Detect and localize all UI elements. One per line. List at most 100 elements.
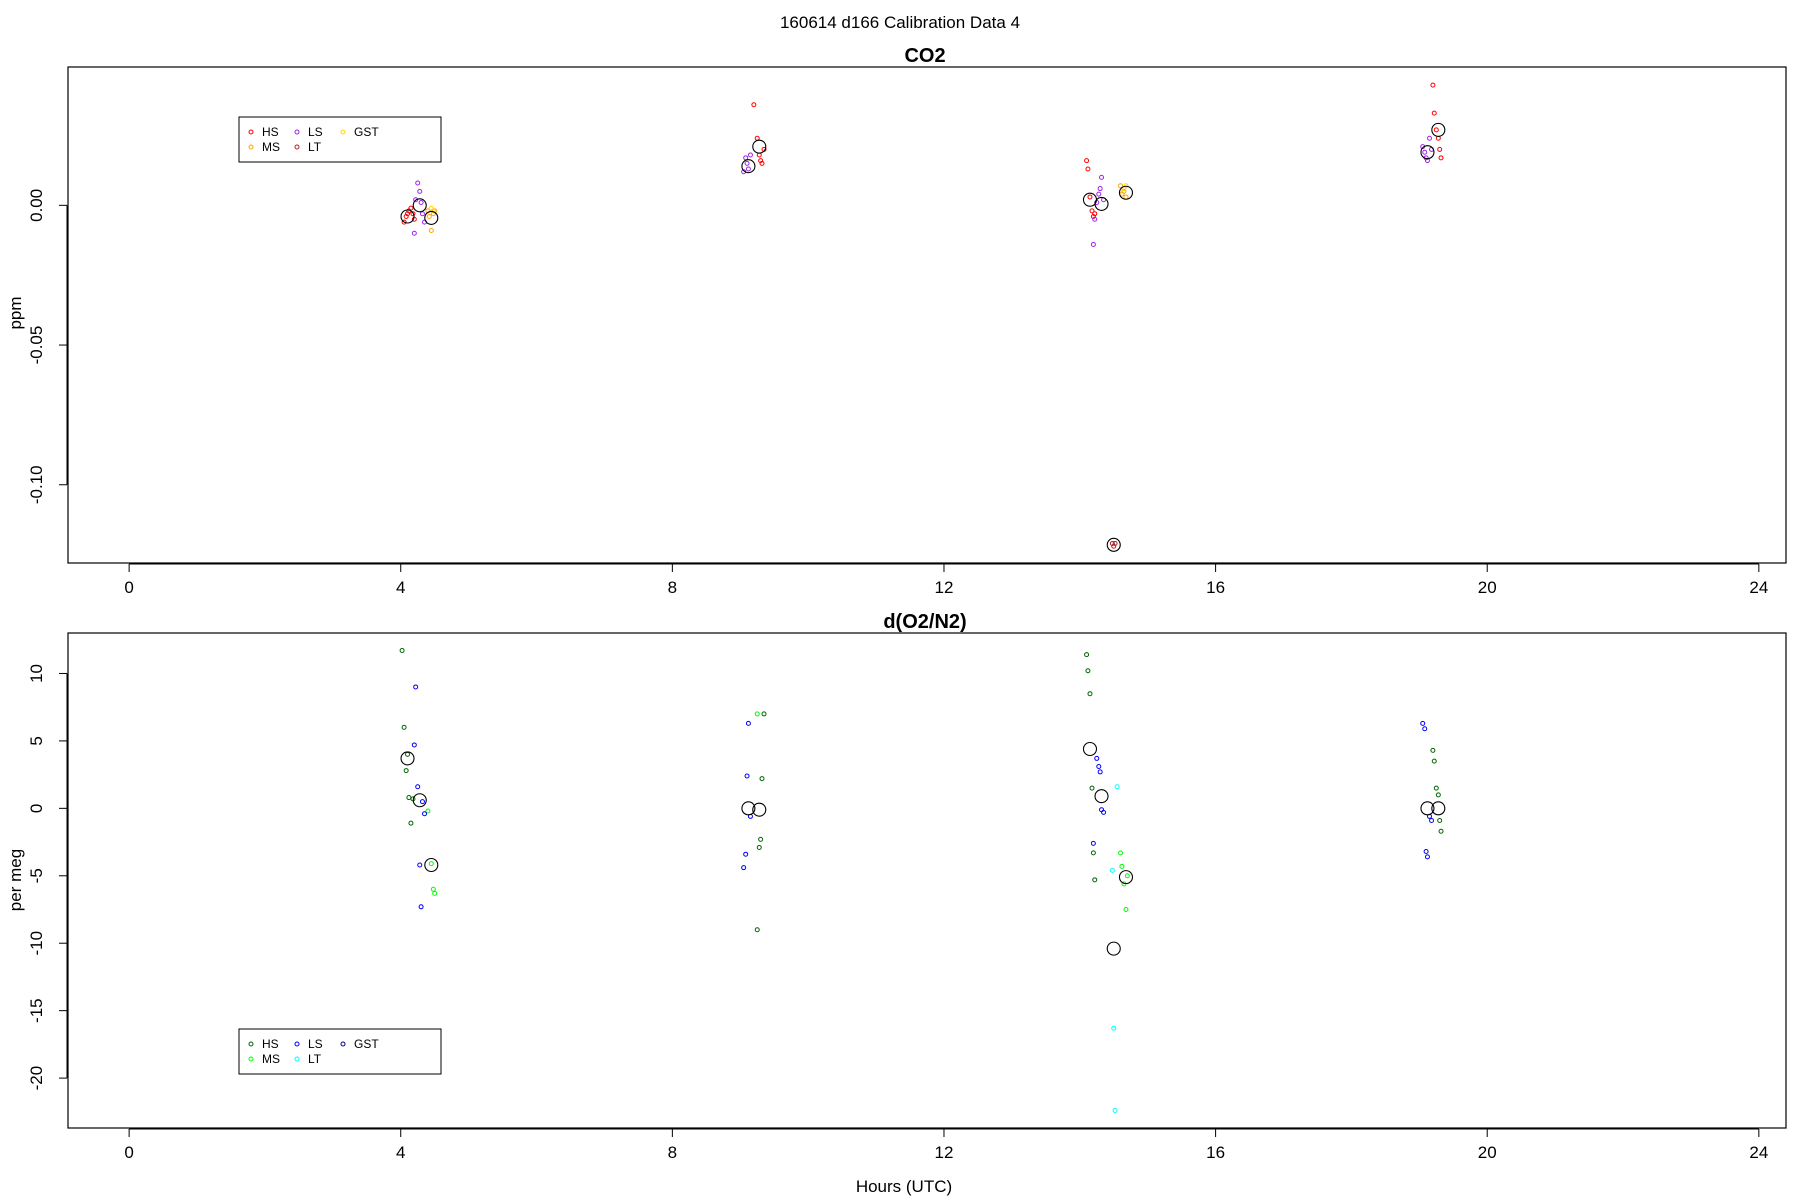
o2n2-point-hs xyxy=(401,724,407,730)
o2n2-point-hs xyxy=(1433,785,1439,791)
o2n2-x-tick-label: 4 xyxy=(396,1143,405,1162)
o2n2-mean-point xyxy=(741,801,756,816)
o2n2-y-tick-label: 5 xyxy=(27,736,46,745)
o2n2-mean-point xyxy=(1106,941,1121,956)
o2n2-legend-box xyxy=(238,1028,442,1075)
o2n2-point-hs xyxy=(1431,758,1437,764)
co2-mean-point xyxy=(1106,537,1121,552)
co2-point-ls xyxy=(744,160,750,166)
co2-plot-frame xyxy=(67,66,1787,564)
co2-mean-point xyxy=(412,198,427,213)
o2n2-point-ls xyxy=(1429,817,1435,823)
o2n2-panel: d(O2/N2) per meg Hours (UTC) 0 4 8 12 16 20 24… xyxy=(6,611,1787,1196)
o2n2-point-ms xyxy=(754,711,760,717)
o2n2-point-lt xyxy=(1114,784,1120,790)
o2n2-point-hs xyxy=(1435,792,1441,798)
o2n2-point-ls xyxy=(411,742,417,748)
co2-point-ls xyxy=(1426,135,1432,141)
o2n2-point-ms xyxy=(1119,863,1125,869)
o2n2-point-ls xyxy=(415,784,421,790)
co2-point-ms xyxy=(1118,183,1124,189)
o2n2-point-hs xyxy=(756,844,762,850)
o2n2-point-ls xyxy=(1423,849,1429,855)
o2n2-point-hs xyxy=(408,820,414,826)
co2-point-ls xyxy=(419,211,425,217)
o2n2-point-ls xyxy=(1101,809,1107,815)
o2n2-legend-label-gst: GST xyxy=(354,1037,379,1051)
o2n2-point-ls xyxy=(745,720,751,726)
o2n2-legend-marker-ms xyxy=(248,1056,254,1062)
co2-point-ms xyxy=(428,227,434,233)
figure-title: 160614 d166 Calibration Data 4 xyxy=(780,13,1020,32)
o2n2-point-ls xyxy=(1420,720,1426,726)
co2-point-hs xyxy=(408,205,414,211)
co2-mean-point xyxy=(424,210,439,225)
o2n2-x-axis-label: Hours (UTC) xyxy=(856,1177,952,1196)
o2n2-point-hs xyxy=(403,768,409,774)
o2n2-x-tick-label: 8 xyxy=(668,1143,677,1162)
o2n2-mean-point xyxy=(1420,801,1435,816)
o2n2-point-ls xyxy=(417,862,423,868)
o2n2-y-tick-label: -5 xyxy=(27,868,46,883)
co2-legend-marker-gst xyxy=(340,129,346,135)
o2n2-point-ms xyxy=(428,861,434,867)
o2n2-mean-point xyxy=(1431,801,1446,816)
o2n2-point-hs xyxy=(1085,668,1091,674)
o2n2-point-ls xyxy=(743,851,749,857)
co2-legend-box xyxy=(238,116,442,163)
co2-x-tick-label: 24 xyxy=(1749,578,1768,597)
co2-point-ls xyxy=(415,180,421,186)
co2-point-lt xyxy=(1112,540,1118,546)
o2n2-point-hs xyxy=(399,648,405,654)
co2-y-tick-label: -0.05 xyxy=(27,326,46,365)
o2n2-panel-title: d(O2/N2) xyxy=(883,611,966,633)
co2-point-hs xyxy=(1084,158,1090,164)
o2n2-point-hs xyxy=(1089,785,1095,791)
o2n2-legend-marker-hs xyxy=(248,1041,254,1047)
co2-point-ls xyxy=(417,188,423,194)
co2-legend-marker-ms xyxy=(248,144,254,150)
o2n2-legend-label-lt: LT xyxy=(308,1052,322,1066)
co2-x-tick-label: 4 xyxy=(396,578,405,597)
co2-point-hs xyxy=(1089,208,1095,214)
co2-point-ls xyxy=(745,166,751,172)
o2n2-point-ls xyxy=(744,773,750,779)
o2n2-point-ls xyxy=(741,865,747,871)
co2-legend-marker-lt xyxy=(294,144,300,150)
o2n2-point-ls xyxy=(1090,840,1096,846)
co2-point-ms xyxy=(426,213,432,219)
o2n2-y-tick-label: -15 xyxy=(27,998,46,1023)
o2n2-point-hs xyxy=(1430,747,1436,753)
o2n2-point-hs xyxy=(1084,652,1090,658)
co2-legend-marker-ls xyxy=(294,129,300,135)
o2n2-y-tick-label: -20 xyxy=(27,1066,46,1091)
co2-point-ls xyxy=(1097,186,1103,192)
co2-point-hs xyxy=(1431,110,1437,116)
co2-point-hs xyxy=(759,160,765,166)
co2-point-ls xyxy=(743,155,749,161)
o2n2-mean-point xyxy=(752,802,767,817)
co2-point-hs xyxy=(751,102,757,108)
o2n2-x-tick-label: 0 xyxy=(124,1143,133,1162)
co2-legend-label-hs: HS xyxy=(262,125,279,139)
o2n2-point-ms xyxy=(1123,906,1129,912)
co2-x-tick-label: 12 xyxy=(935,578,954,597)
o2n2-point-lt xyxy=(1109,867,1115,873)
co2-y-axis-label: ppm xyxy=(6,296,25,329)
co2-mean-point xyxy=(741,159,756,174)
o2n2-mean-point xyxy=(424,857,439,873)
o2n2-point-hs xyxy=(1438,828,1444,834)
o2n2-point-ls xyxy=(422,811,428,817)
o2n2-x-tick-label: 12 xyxy=(935,1143,954,1162)
o2n2-point-hs xyxy=(1087,691,1093,697)
o2n2-y-axis-label: per meg xyxy=(6,849,25,911)
o2n2-x-tick-label: 24 xyxy=(1749,1143,1768,1162)
co2-point-gst xyxy=(1123,183,1129,189)
o2n2-point-hs xyxy=(759,776,765,782)
o2n2-x-tick-label: 16 xyxy=(1206,1143,1225,1162)
co2-legend-label-ms: MS xyxy=(262,140,280,154)
